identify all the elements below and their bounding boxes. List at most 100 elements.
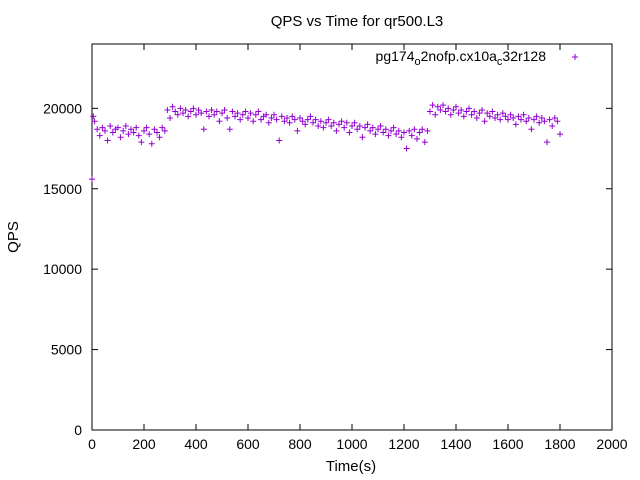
data-point bbox=[481, 118, 488, 125]
data-point bbox=[198, 110, 205, 117]
data-point bbox=[460, 113, 467, 120]
data-point bbox=[130, 129, 137, 136]
data-point bbox=[172, 108, 179, 115]
data-point bbox=[182, 106, 189, 113]
data-point bbox=[354, 126, 361, 133]
data-point bbox=[541, 118, 548, 125]
data-point bbox=[414, 135, 420, 142]
data-point bbox=[310, 119, 316, 126]
data-point bbox=[497, 116, 504, 123]
data-point bbox=[538, 114, 545, 121]
data-point bbox=[484, 110, 491, 117]
data-point bbox=[325, 116, 332, 123]
data-point bbox=[362, 124, 368, 131]
data-point bbox=[494, 111, 501, 118]
data-point bbox=[382, 126, 389, 133]
data-point bbox=[122, 123, 129, 130]
data-point bbox=[471, 108, 478, 115]
data-point bbox=[317, 118, 324, 125]
data-point bbox=[531, 116, 537, 123]
data-point bbox=[489, 108, 496, 115]
data-point bbox=[419, 126, 426, 133]
data-point bbox=[447, 111, 454, 118]
data-point bbox=[107, 123, 114, 130]
data-point bbox=[242, 108, 249, 115]
data-point bbox=[442, 108, 449, 115]
data-point bbox=[546, 116, 553, 123]
data-point bbox=[393, 131, 400, 138]
data-point bbox=[208, 106, 215, 113]
data-point bbox=[94, 126, 101, 133]
data-point bbox=[252, 111, 259, 118]
data-point bbox=[213, 108, 220, 115]
data-point bbox=[128, 126, 134, 133]
data-point bbox=[224, 114, 231, 121]
data-point bbox=[336, 121, 342, 128]
y-axis-label: QPS bbox=[5, 221, 22, 253]
data-point bbox=[432, 111, 439, 118]
data-point bbox=[307, 113, 314, 120]
plot-frame bbox=[91, 43, 613, 431]
data-point bbox=[304, 116, 311, 123]
legend-text-part: pg174 bbox=[376, 48, 415, 64]
data-point bbox=[187, 108, 194, 115]
data-point bbox=[138, 139, 145, 146]
legend-plus-marker bbox=[572, 54, 578, 60]
data-point bbox=[268, 114, 275, 121]
data-point bbox=[156, 134, 163, 141]
data-point bbox=[408, 132, 415, 139]
x-tick-label: 2000 bbox=[596, 436, 627, 452]
data-point bbox=[164, 106, 171, 113]
data-point bbox=[135, 132, 142, 139]
data-point bbox=[193, 111, 199, 118]
data-point bbox=[216, 118, 223, 125]
data-point bbox=[395, 127, 402, 134]
data-point bbox=[263, 111, 270, 118]
y-axis: 0 5000 10000 15000 20000 bbox=[43, 100, 612, 438]
legend-text-part: 32r128 bbox=[502, 48, 546, 64]
data-point bbox=[237, 116, 244, 123]
data-point bbox=[245, 114, 251, 121]
data-point bbox=[109, 129, 116, 136]
data-point bbox=[536, 119, 543, 126]
x-tick-label: 1600 bbox=[492, 436, 523, 452]
x-tick-label: 0 bbox=[88, 436, 96, 452]
x-tick-label: 600 bbox=[236, 436, 260, 452]
data-point bbox=[302, 121, 309, 128]
legend-text-part: 2nofp.cx10a bbox=[421, 48, 497, 64]
data-point bbox=[276, 137, 283, 144]
data-point bbox=[351, 119, 358, 126]
data-point bbox=[115, 124, 121, 131]
data-point bbox=[315, 123, 322, 130]
data-point bbox=[185, 113, 192, 120]
data-point bbox=[330, 119, 337, 126]
data-point bbox=[169, 103, 176, 110]
data-point bbox=[151, 126, 158, 133]
chart-title: QPS vs Time for qr500.L3 bbox=[271, 13, 444, 30]
y-tick-label: 0 bbox=[74, 422, 82, 438]
data-point bbox=[507, 111, 514, 118]
data-point bbox=[271, 111, 277, 118]
data-point bbox=[177, 105, 184, 112]
data-point bbox=[234, 110, 241, 117]
data-point bbox=[515, 113, 522, 120]
data-point bbox=[544, 139, 550, 146]
data-point bbox=[320, 124, 327, 131]
legend: pg174o2nofp.cx10ac32r128 bbox=[376, 48, 578, 68]
data-point bbox=[312, 116, 319, 123]
data-point bbox=[380, 129, 387, 136]
data-point bbox=[148, 140, 155, 147]
data-point bbox=[473, 114, 480, 121]
legend-subscript: o bbox=[414, 56, 420, 68]
data-point bbox=[174, 111, 181, 118]
data-point bbox=[203, 108, 210, 115]
data-point bbox=[104, 137, 111, 144]
x-tick-label: 1000 bbox=[336, 436, 367, 452]
data-point bbox=[141, 127, 147, 134]
y-tick-label: 20000 bbox=[43, 100, 82, 116]
data-point bbox=[90, 113, 97, 120]
data-point bbox=[476, 110, 483, 117]
legend-subscript: c bbox=[497, 56, 503, 68]
data-point bbox=[403, 145, 410, 152]
